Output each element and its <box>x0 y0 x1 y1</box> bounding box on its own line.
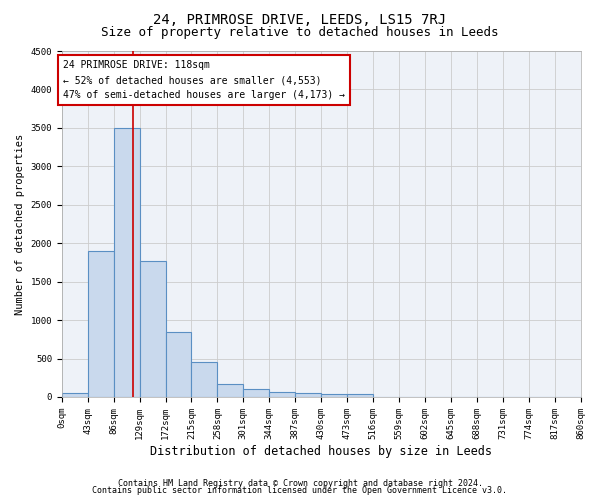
Bar <box>140 260 166 397</box>
Bar <box>113 128 140 397</box>
Bar <box>347 394 373 397</box>
Text: Contains public sector information licensed under the Open Government Licence v3: Contains public sector information licen… <box>92 486 508 495</box>
Text: Contains HM Land Registry data © Crown copyright and database right 2024.: Contains HM Land Registry data © Crown c… <box>118 478 482 488</box>
Bar <box>166 332 191 397</box>
Text: Size of property relative to detached houses in Leeds: Size of property relative to detached ho… <box>101 26 499 39</box>
Bar <box>62 393 88 397</box>
Bar <box>269 392 295 397</box>
Bar <box>244 390 269 397</box>
Bar <box>191 362 217 397</box>
Y-axis label: Number of detached properties: Number of detached properties <box>15 134 25 314</box>
Bar <box>217 384 244 397</box>
Bar <box>321 394 347 397</box>
Bar <box>88 251 113 397</box>
Text: 24 PRIMROSE DRIVE: 118sqm
← 52% of detached houses are smaller (4,553)
47% of se: 24 PRIMROSE DRIVE: 118sqm ← 52% of detac… <box>63 60 345 100</box>
Bar <box>295 392 321 397</box>
X-axis label: Distribution of detached houses by size in Leeds: Distribution of detached houses by size … <box>150 444 492 458</box>
Text: 24, PRIMROSE DRIVE, LEEDS, LS15 7RJ: 24, PRIMROSE DRIVE, LEEDS, LS15 7RJ <box>154 12 446 26</box>
